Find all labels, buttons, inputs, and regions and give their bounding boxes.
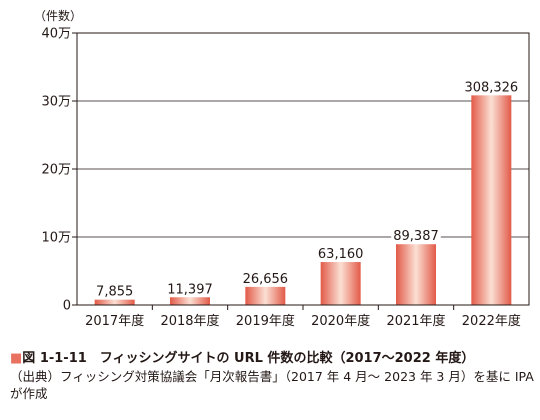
data-label-background <box>315 246 366 261</box>
y-tick-label: 20万 <box>41 163 71 178</box>
data-label: 7,855 <box>96 285 133 300</box>
data-label-background <box>165 281 215 296</box>
data-label: 26,656 <box>243 272 289 287</box>
caption-marker: ■ <box>10 351 23 366</box>
data-label-background <box>93 283 136 298</box>
bar-chart: （件数） 0 10万 20万 30万 40万 7,855 2017年度 11,397 2018年… <box>34 8 530 329</box>
bar <box>320 262 361 305</box>
x-tick-label: 2021年度 <box>386 313 445 329</box>
data-label: 11,397 <box>167 282 213 297</box>
bar <box>471 95 512 305</box>
plot-frame <box>76 32 530 306</box>
bar <box>396 244 436 305</box>
data-label-background <box>391 228 441 243</box>
bar <box>94 299 135 305</box>
y-tick-label: 40万 <box>41 27 71 42</box>
caption-source: （出典）フィッシング対策協議会「月次報告書」（2017 年 4 月～ 2023 … <box>10 369 534 401</box>
y-tick-label: 30万 <box>41 95 71 110</box>
data-label: 308,326 <box>464 80 518 95</box>
bar <box>245 286 286 305</box>
x-tick-label: 2019年度 <box>236 313 295 329</box>
data-label: 63,160 <box>318 247 364 262</box>
x-tick-label: 2022年度 <box>462 313 521 329</box>
data-label: 89,387 <box>393 229 439 244</box>
data-label-background <box>462 79 520 94</box>
x-tick-label: 2020年度 <box>311 313 370 329</box>
y-tick-label: 10万 <box>41 231 71 246</box>
x-tick-label: 2018年度 <box>160 313 219 329</box>
caption-title: ■図 1-1-11 フィッシングサイトの URL 件数の比較（2017～2022… <box>10 347 535 366</box>
y-tick-label: 0 <box>63 299 71 314</box>
y-unit-label: （件数） <box>34 8 82 23</box>
figure-caption: ■図 1-1-11 フィッシングサイトの URL 件数の比較（2017～2022… <box>10 347 535 402</box>
bar <box>170 297 210 305</box>
caption-title-text: 図 1-1-11 フィッシングサイトの URL 件数の比較（2017～2022 … <box>22 351 475 366</box>
x-tick-label: 2017年度 <box>85 313 144 329</box>
data-label-background <box>240 270 291 285</box>
